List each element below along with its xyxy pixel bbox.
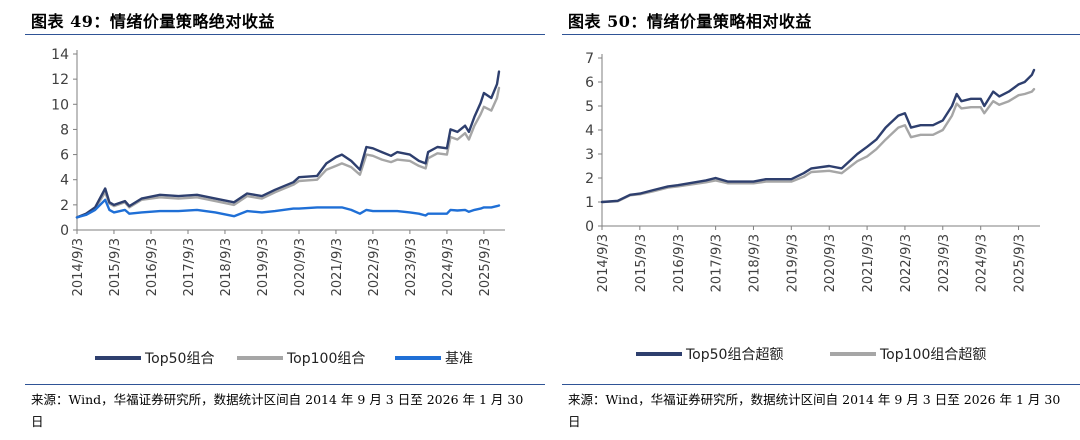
legend-label: Top50组合 [144,351,214,367]
x-tick-label: 2018/9/3 [747,234,762,292]
y-tick-label: 4 [60,173,69,189]
x-tick-label: 2022/9/3 [367,238,382,296]
x-tick-label: 2015/9/3 [634,234,649,292]
source-note: 来源：Wind，华福证券研究所，数据统计区间自 2014 年 9 月 3 日至 … [31,392,524,429]
x-tick-label: 2025/9/3 [478,238,493,296]
x-tick-label: 2019/9/3 [256,238,271,296]
y-tick-label: 5 [585,99,594,115]
title-divider [562,34,1080,35]
chart-panel-absolute: 图表 49：情绪价量策略绝对收益 0 2 4 6 8 10 12 14 2014/9/3 2015… [25,0,545,440]
x-tick-label: 2019/9/3 [785,234,800,292]
series-line [600,88,1036,204]
legend-label: Top50组合超额 [685,347,783,363]
y-tick-label: 6 [60,148,69,164]
legend-label: 基准 [445,350,473,367]
x-tick-label: 2023/9/3 [937,234,952,292]
chart-title: 图表 49：情绪价量策略绝对收益 [31,12,275,31]
y-tick-label: 0 [585,219,594,235]
x-tick-label: 2017/9/3 [182,238,197,296]
series-line [75,70,501,219]
x-tick-label: 2016/9/3 [145,238,160,296]
y-tick-label: 8 [60,122,69,138]
y-tick-label: 14 [51,47,69,63]
y-tick-label: 1 [585,195,594,211]
series-line [75,198,501,219]
x-tick-label: 2020/9/3 [293,238,308,296]
chart-title: 图表 50：情绪价量策略相对收益 [568,12,812,31]
x-tick-label: 2014/9/3 [596,234,611,292]
source-divider [25,384,545,385]
x-tick-label: 2018/9/3 [219,238,234,296]
y-tick-label: 10 [51,97,69,113]
legend-label: Top100组合 [286,351,365,367]
x-tick-label: 2025/9/3 [1013,234,1028,292]
y-tick-label: 2 [585,171,594,187]
y-tick-label: 3 [585,147,594,163]
chart-panel-relative: 图表 50：情绪价量策略相对收益 0 1 2 3 4 5 6 7 2014/9/3 2015/9/… [562,0,1080,440]
legend-label: Top100组合超额 [879,347,986,363]
x-tick-label: 2020/9/3 [823,234,838,292]
y-tick-label: 0 [60,223,69,239]
relative-return-chart: 0 1 2 3 4 5 6 7 2014/9/3 2015/9/3 2016/9/3 2017/9/3… [585,51,1040,363]
x-tick-label: 2023/9/3 [404,238,419,296]
source-note: 来源：Wind，华福证券研究所，数据统计区间自 2014 年 9 月 3 日至 … [568,392,1061,429]
absolute-return-chart: 0 2 4 6 8 10 12 14 2014/9/3 2015/9/3 2016/9/3 2017/… [51,47,505,367]
x-tick-label: 2021/9/3 [861,234,876,292]
y-tick-label: 2 [60,198,69,214]
y-tick-label: 6 [585,75,594,91]
series-line [600,68,1036,204]
x-tick-label: 2022/9/3 [899,234,914,292]
source-divider [562,384,1080,385]
y-tick-label: 12 [51,72,69,88]
y-tick-label: 7 [585,51,594,67]
x-tick-label: 2014/9/3 [71,238,86,296]
x-tick-label: 2015/9/3 [108,238,123,296]
x-tick-label: 2021/9/3 [330,238,345,296]
y-tick-label: 4 [585,123,594,139]
title-divider [25,34,545,35]
x-tick-label: 2016/9/3 [672,234,687,292]
x-tick-label: 2024/9/3 [441,238,456,296]
x-tick-label: 2024/9/3 [975,234,990,292]
x-tick-label: 2017/9/3 [710,234,725,292]
